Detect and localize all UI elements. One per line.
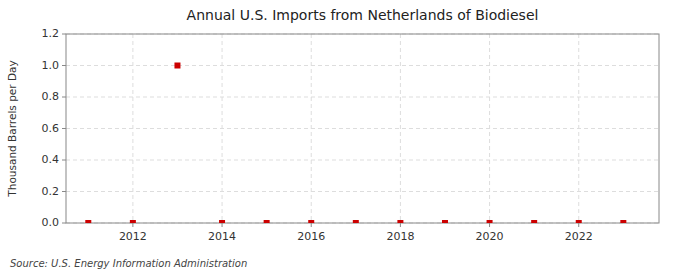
x-tick — [489, 223, 490, 227]
point — [308, 220, 314, 223]
x-tick — [578, 223, 579, 227]
x-tick-label: 2012 — [119, 230, 147, 243]
y-tick-label: 0.2 — [42, 185, 60, 198]
x-tick — [222, 223, 223, 227]
point — [219, 220, 225, 223]
point — [85, 220, 91, 223]
y-axis-label: Thousand Barrels per Day — [6, 60, 18, 197]
x-grid-line — [400, 34, 401, 223]
chart-svg: 0.0 0.2 0.4 0.6 0.8 1.0 1.2 2012 2014 2016 2018 202… — [0, 0, 675, 275]
x-tick — [400, 223, 401, 227]
x-tick — [132, 223, 133, 227]
y-grid-line — [66, 128, 659, 129]
y-grid-line — [66, 160, 659, 161]
y-tick-label: 0.8 — [42, 90, 60, 103]
x-tick — [311, 223, 312, 227]
y-tick — [62, 191, 66, 192]
y-tick — [62, 34, 66, 35]
y-grid-line — [66, 97, 659, 98]
grid — [66, 34, 659, 223]
x-grid-line — [132, 34, 133, 223]
y-tick — [62, 160, 66, 161]
y-tick — [62, 128, 66, 129]
source-note: Source: U.S. Energy Information Administ… — [10, 258, 247, 269]
points — [85, 63, 626, 224]
x-tick-label: 2016 — [297, 230, 325, 243]
x-grid-line — [489, 34, 490, 223]
page: {"chart_data": {"type": "scatter", "titl… — [0, 0, 675, 275]
y-tick-label: 1.2 — [42, 27, 60, 40]
chart-container: 0.0 0.2 0.4 0.6 0.8 1.0 1.2 2012 2014 2016 2018 202… — [0, 0, 675, 275]
y-tick — [62, 223, 66, 224]
y-tick — [62, 97, 66, 98]
y-grid-line — [66, 65, 659, 66]
point — [174, 63, 180, 69]
point — [442, 220, 448, 223]
y-tick-label: 0.0 — [42, 216, 60, 229]
y-tick-label: 0.4 — [42, 153, 60, 166]
point — [620, 220, 626, 223]
point — [353, 220, 359, 223]
x-tick-label: 2022 — [565, 230, 593, 243]
point — [576, 220, 582, 223]
point — [487, 220, 493, 223]
point — [130, 220, 136, 223]
x-grid-line — [578, 34, 579, 223]
x-tick-label: 2018 — [386, 230, 414, 243]
point — [531, 220, 537, 223]
y-tick-label: 1.0 — [42, 59, 60, 72]
point — [264, 220, 270, 223]
title: Annual U.S. Imports from Netherlands of … — [187, 7, 539, 23]
y-grid-line — [66, 191, 659, 192]
plot-frame — [66, 34, 659, 223]
x-tick-label: 2014 — [208, 230, 236, 243]
y-tick — [62, 65, 66, 66]
y-tick-label: 0.6 — [42, 122, 60, 135]
x-grid-line — [222, 34, 223, 223]
x-tick-label: 2020 — [476, 230, 504, 243]
point — [397, 220, 403, 223]
x-grid-line — [311, 34, 312, 223]
axes: 0.0 0.2 0.4 0.6 0.8 1.0 1.2 2012 2014 2016 2018 202… — [42, 27, 593, 243]
